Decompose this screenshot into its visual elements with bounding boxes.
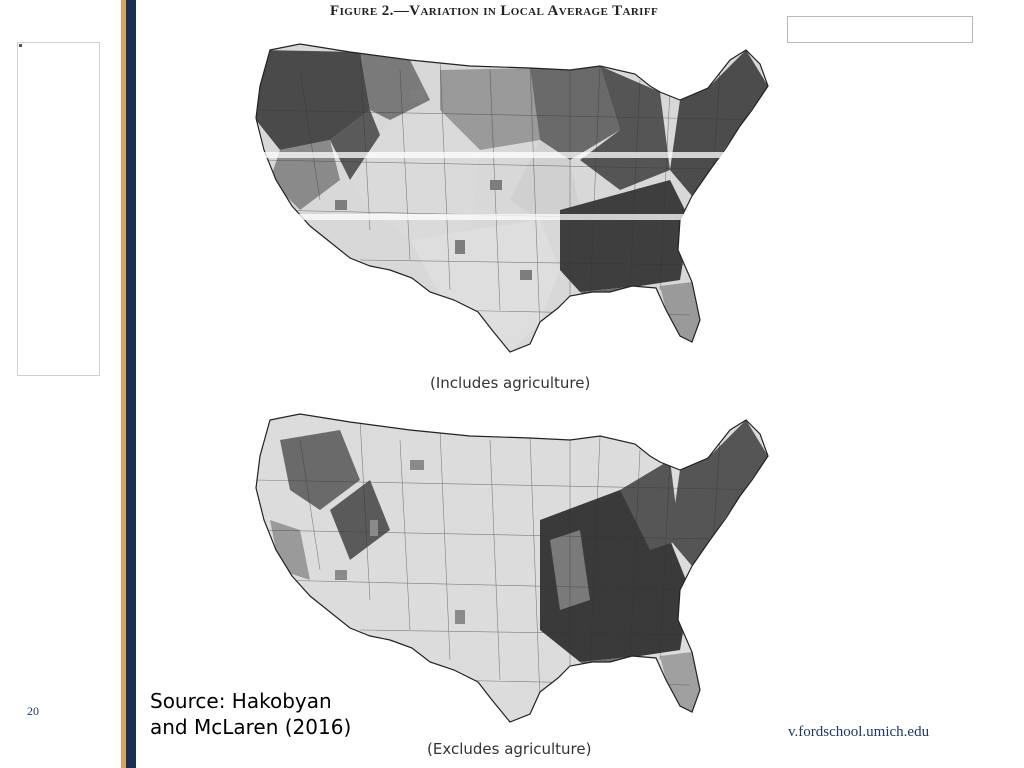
slide-number: 20 <box>27 704 39 718</box>
accent-bar-navy <box>126 0 136 768</box>
figure-title: Figure 2.—Variation in Local Average Tar… <box>330 3 659 19</box>
notes-marker-icon <box>19 44 22 47</box>
accent-bar-gold <box>121 0 126 768</box>
search-input[interactable] <box>787 16 973 43</box>
caption-includes-agriculture: (Includes agriculture) <box>430 374 591 392</box>
footer-url[interactable]: v.fordschool.umich.edu <box>788 724 930 740</box>
scan-artifact-strip <box>240 152 785 158</box>
caption-excludes-agriculture: (Excludes agriculture) <box>427 740 592 758</box>
source-line-1: Source: Hakobyan <box>150 689 332 713</box>
us-map-includes-agriculture <box>255 43 769 353</box>
scan-artifact-strip <box>240 214 785 220</box>
source-citation: Source: Hakobyan and McLaren (2016) <box>150 688 356 740</box>
source-line-2: and McLaren (2016) <box>150 715 352 739</box>
us-map-excludes-agriculture <box>255 413 769 723</box>
notes-panel[interactable] <box>17 42 100 376</box>
